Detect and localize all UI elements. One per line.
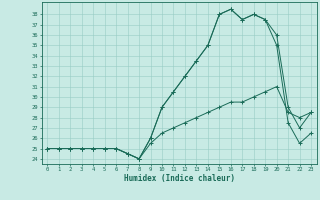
X-axis label: Humidex (Indice chaleur): Humidex (Indice chaleur)	[124, 174, 235, 183]
